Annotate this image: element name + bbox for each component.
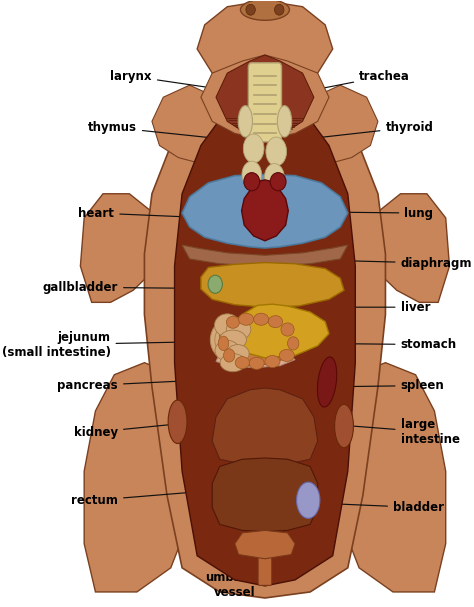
- Ellipse shape: [243, 134, 264, 163]
- Ellipse shape: [266, 209, 285, 232]
- Polygon shape: [220, 319, 306, 365]
- Polygon shape: [174, 91, 356, 586]
- Text: lung: lung: [309, 206, 433, 220]
- Ellipse shape: [318, 357, 337, 407]
- Text: diaphragm: diaphragm: [324, 257, 472, 270]
- Text: liver: liver: [317, 300, 430, 314]
- Ellipse shape: [335, 404, 354, 448]
- Text: heart: heart: [78, 206, 236, 220]
- Ellipse shape: [265, 356, 280, 367]
- Polygon shape: [333, 363, 446, 592]
- Ellipse shape: [279, 350, 294, 362]
- Polygon shape: [197, 1, 333, 91]
- Ellipse shape: [277, 106, 292, 137]
- Ellipse shape: [254, 313, 269, 325]
- Ellipse shape: [235, 357, 249, 368]
- Polygon shape: [212, 388, 318, 465]
- Ellipse shape: [219, 330, 246, 350]
- Ellipse shape: [218, 336, 229, 351]
- Ellipse shape: [246, 4, 255, 15]
- Polygon shape: [302, 85, 378, 164]
- Ellipse shape: [274, 4, 284, 15]
- Polygon shape: [152, 85, 227, 164]
- Text: bladder: bladder: [309, 501, 444, 514]
- Ellipse shape: [214, 314, 240, 337]
- Ellipse shape: [224, 331, 242, 349]
- Ellipse shape: [281, 323, 294, 336]
- Ellipse shape: [244, 172, 260, 191]
- Polygon shape: [231, 304, 329, 358]
- Text: trachea: trachea: [279, 70, 410, 97]
- Ellipse shape: [288, 337, 299, 350]
- Polygon shape: [201, 55, 329, 140]
- Polygon shape: [182, 245, 348, 266]
- Ellipse shape: [244, 208, 263, 231]
- Text: stomach: stomach: [313, 338, 456, 351]
- Polygon shape: [84, 363, 197, 592]
- Polygon shape: [201, 263, 344, 307]
- Text: kidney: kidney: [74, 424, 172, 439]
- Ellipse shape: [249, 358, 264, 369]
- Ellipse shape: [268, 316, 283, 328]
- Ellipse shape: [264, 164, 284, 190]
- Ellipse shape: [220, 354, 246, 371]
- Ellipse shape: [270, 172, 286, 191]
- Polygon shape: [145, 61, 385, 598]
- Text: spleen: spleen: [328, 379, 444, 392]
- Ellipse shape: [224, 349, 235, 362]
- Polygon shape: [370, 194, 449, 302]
- Ellipse shape: [215, 341, 239, 361]
- Text: larynx: larynx: [110, 70, 239, 92]
- Ellipse shape: [240, 0, 290, 20]
- FancyBboxPatch shape: [248, 63, 282, 142]
- Ellipse shape: [226, 316, 239, 328]
- Polygon shape: [81, 194, 159, 302]
- Ellipse shape: [219, 326, 246, 353]
- Text: pancreas: pancreas: [57, 379, 210, 392]
- Ellipse shape: [215, 322, 251, 358]
- Ellipse shape: [226, 319, 251, 340]
- Polygon shape: [235, 531, 295, 559]
- Ellipse shape: [297, 482, 320, 518]
- Ellipse shape: [208, 275, 222, 293]
- Ellipse shape: [242, 161, 262, 188]
- Text: jejunum
(small intestine): jejunum (small intestine): [1, 331, 206, 359]
- FancyBboxPatch shape: [258, 532, 272, 585]
- Text: umbilical
vessel: umbilical vessel: [205, 546, 264, 599]
- Text: large
intestine: large intestine: [332, 418, 459, 446]
- Ellipse shape: [168, 400, 187, 444]
- Ellipse shape: [266, 137, 287, 166]
- Polygon shape: [242, 180, 288, 241]
- Text: thymus: thymus: [88, 121, 225, 139]
- Text: thyroid: thyroid: [294, 121, 433, 140]
- Polygon shape: [182, 174, 348, 248]
- Ellipse shape: [227, 345, 249, 363]
- Polygon shape: [212, 458, 318, 532]
- Ellipse shape: [238, 313, 254, 325]
- Text: rectum: rectum: [71, 490, 225, 507]
- Ellipse shape: [238, 106, 253, 137]
- Ellipse shape: [252, 186, 274, 211]
- Ellipse shape: [210, 317, 255, 362]
- Text: gallbladder: gallbladder: [43, 281, 210, 294]
- Polygon shape: [216, 55, 314, 137]
- Polygon shape: [216, 350, 295, 367]
